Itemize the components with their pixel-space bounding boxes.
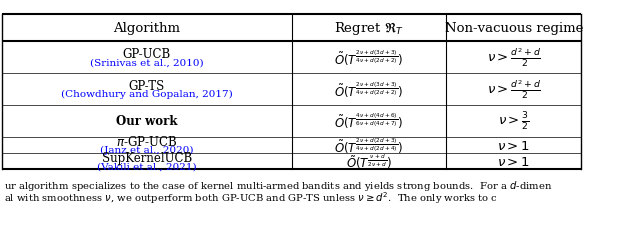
Text: $\tilde{O}(T^{\frac{2\nu+d(3d+3)}{4\nu+d(2d+2)}})$: $\tilde{O}(T^{\frac{2\nu+d(3d+3)}{4\nu+d… (335, 48, 403, 67)
Text: SupKernelUCB: SupKernelUCB (102, 151, 192, 164)
Text: Algorithm: Algorithm (113, 22, 180, 35)
Text: $\nu > 1$: $\nu > 1$ (497, 139, 531, 152)
Text: $\tilde{O}(T^{\frac{2\nu+d(2d+3)}{4\nu+d(2d+4)}})$: $\tilde{O}(T^{\frac{2\nu+d(2d+3)}{4\nu+d… (335, 136, 403, 155)
Text: GP-TS: GP-TS (129, 79, 164, 92)
Text: Non-vacuous regime: Non-vacuous regime (445, 22, 583, 35)
Text: al with smoothness $\nu$, we outperform both GP-UCB and GP-TS unless $\nu \geq d: al with smoothness $\nu$, we outperform … (4, 189, 498, 205)
Text: $\tilde{O}(T^{\frac{2\nu+d(3d+3)}{4\nu+d(2d+2)}})$: $\tilde{O}(T^{\frac{2\nu+d(3d+3)}{4\nu+d… (335, 80, 403, 99)
Text: $\tilde{O}(T^{\frac{\nu+d}{2\nu+d}})$: $\tilde{O}(T^{\frac{\nu+d}{2\nu+d}})$ (346, 152, 392, 170)
Text: $\nu > \frac{d^2+d}{2}$: $\nu > \frac{d^2+d}{2}$ (487, 47, 541, 69)
Text: $\pi$-GP-UCB: $\pi$-GP-UCB (116, 135, 177, 149)
Text: Regret $\mathfrak{R}_T$: Regret $\mathfrak{R}_T$ (334, 20, 404, 37)
Text: Our work: Our work (116, 115, 177, 128)
Text: (Janz et al., 2020): (Janz et al., 2020) (100, 146, 193, 155)
Text: $\tilde{O}(T^{\frac{4\nu+d(4d+6)}{6\nu+d(4d+7)}})$: $\tilde{O}(T^{\frac{4\nu+d(4d+6)}{6\nu+d… (335, 112, 403, 131)
Text: $\nu > \frac{d^2+d}{2}$: $\nu > \frac{d^2+d}{2}$ (487, 79, 541, 101)
Text: $\nu > \frac{3}{2}$: $\nu > \frac{3}{2}$ (498, 110, 529, 132)
Text: (Chowdhury and Gopalan, 2017): (Chowdhury and Gopalan, 2017) (61, 90, 232, 99)
Text: (Vakili et al., 2021): (Vakili et al., 2021) (97, 161, 196, 170)
Text: (Srinivas et al., 2010): (Srinivas et al., 2010) (90, 58, 204, 67)
Text: $\nu > 1$: $\nu > 1$ (497, 155, 531, 168)
Text: GP-UCB: GP-UCB (122, 48, 171, 61)
Text: ur algorithm specializes to the case of kernel multi-armed bandits and yields st: ur algorithm specializes to the case of … (4, 178, 552, 192)
